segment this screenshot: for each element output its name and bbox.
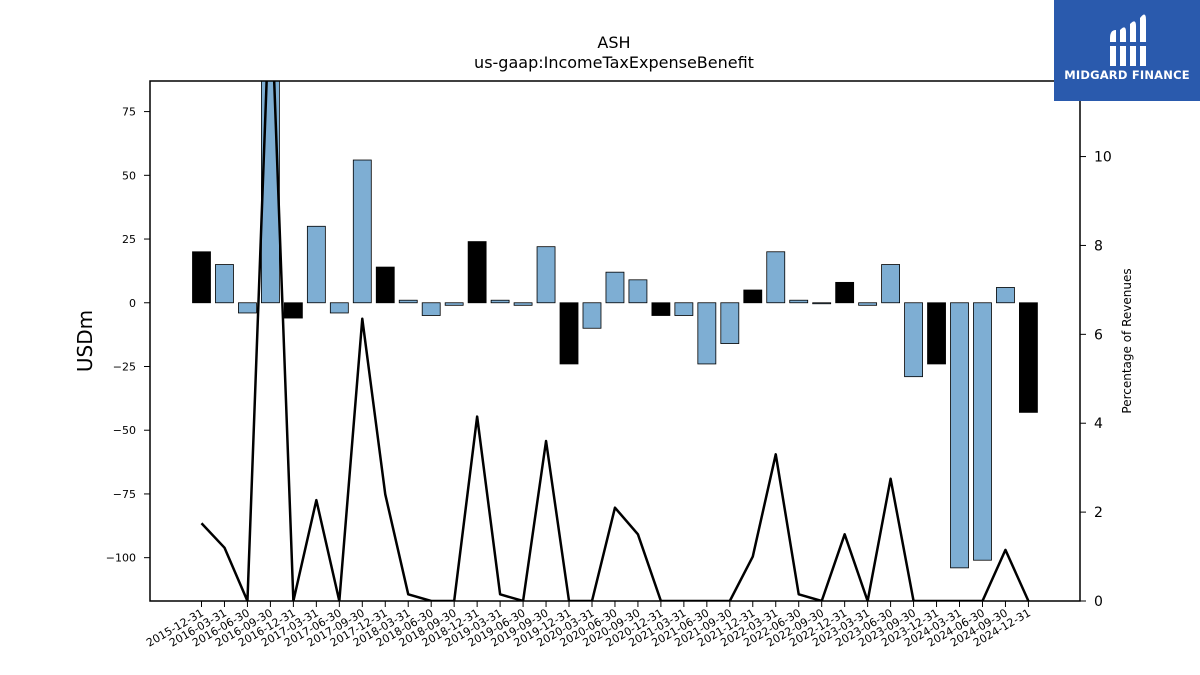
bar <box>697 302 717 365</box>
y2-tick-label: 4 <box>1094 416 1103 432</box>
y-tick-label: −75 <box>113 488 136 501</box>
bar <box>743 289 763 304</box>
brand-logo: MIDGARD FINANCE <box>1054 0 1200 101</box>
y2-tick-label: 0 <box>1094 594 1103 610</box>
bar <box>766 251 786 304</box>
bar <box>215 264 234 304</box>
bar <box>996 287 1015 304</box>
y-axis-label: USDm <box>73 310 97 372</box>
y-tick-label: −100 <box>106 552 136 565</box>
bar <box>283 302 303 319</box>
brand-name: MIDGARD FINANCE <box>1064 68 1190 82</box>
y-tick-label: −25 <box>113 360 136 373</box>
midgard-logo-icon <box>1108 14 1148 67</box>
pct-line <box>200 81 1030 601</box>
bar <box>927 302 946 365</box>
bar <box>467 241 487 304</box>
bar <box>881 264 900 304</box>
y2-tick-label: 8 <box>1094 238 1103 254</box>
bar <box>329 302 349 314</box>
bar <box>835 281 855 304</box>
bar <box>973 302 992 561</box>
y-tick-label: −50 <box>113 424 136 437</box>
bar <box>628 279 648 304</box>
bar <box>398 299 418 304</box>
bar <box>375 266 395 304</box>
chart-title: ASH <box>597 33 630 52</box>
y2-tick-label: 10 <box>1094 150 1112 166</box>
bar <box>490 299 510 304</box>
bar <box>812 302 832 305</box>
y2-tick-label: 2 <box>1094 505 1103 521</box>
bar <box>238 302 257 314</box>
plot-area <box>192 81 1038 601</box>
y-tick-label: 75 <box>122 106 136 119</box>
y-tick-label: 50 <box>122 169 136 182</box>
bar <box>950 302 969 569</box>
bar <box>421 302 441 316</box>
bar <box>352 159 372 304</box>
bar <box>306 225 326 304</box>
bar <box>261 81 280 304</box>
bar <box>651 302 671 316</box>
y2-tick-label: 6 <box>1094 327 1103 343</box>
bar <box>605 271 625 304</box>
bar <box>192 251 211 304</box>
bar <box>904 302 923 378</box>
bar <box>582 302 602 329</box>
bar <box>720 302 740 344</box>
y-tick-label: 0 <box>129 297 136 310</box>
bar <box>559 302 579 365</box>
chart-subtitle: us-gaap:IncomeTaxExpenseBenefit <box>474 53 754 72</box>
y2-axis-label: Percentage of Revenues <box>1120 268 1134 413</box>
bar <box>536 246 556 304</box>
plot-inner <box>192 81 1038 601</box>
bar <box>513 302 533 306</box>
bar <box>1019 302 1038 413</box>
bar <box>444 302 464 306</box>
bar <box>674 302 694 316</box>
bar <box>858 302 878 306</box>
bar <box>789 299 809 304</box>
y-tick-label: 25 <box>122 233 136 246</box>
